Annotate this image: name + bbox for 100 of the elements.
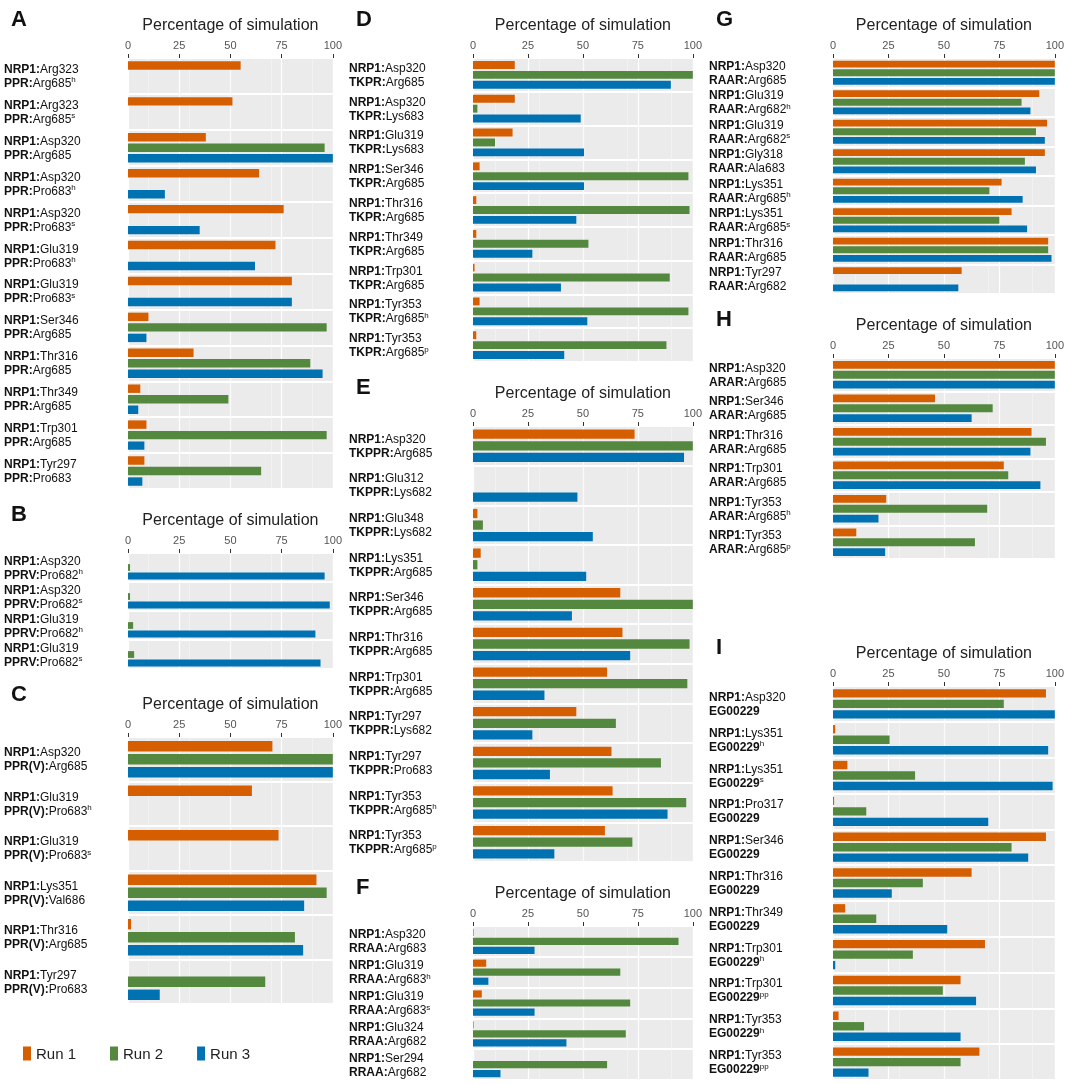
bar: [473, 128, 513, 137]
x-tick-label: 25: [521, 906, 535, 919]
bar: [128, 767, 333, 778]
bar: [128, 133, 206, 142]
bar: [128, 593, 131, 600]
chart-title: C: [11, 680, 27, 706]
chart-title: A: [11, 5, 27, 31]
bar: [473, 571, 587, 581]
x-axis-title: Percentage of simulation: [855, 315, 1032, 333]
bar: [833, 107, 1031, 115]
bar: [833, 735, 890, 744]
y-tick-label: NRP1:Glu312 TKPPR:Lys682: [349, 471, 433, 500]
x-tick-label: 0: [829, 666, 837, 679]
x-tick-label: 75: [631, 906, 644, 919]
bar: [473, 849, 555, 859]
bar: [128, 741, 273, 752]
x-tick-label: 25: [521, 38, 535, 51]
bar: [473, 80, 671, 89]
bar: [128, 143, 325, 152]
bar: [833, 119, 1048, 127]
bar: [833, 975, 961, 985]
y-tick-label: NRP1:Ser346 TKPR:Arg685: [349, 162, 425, 191]
bar: [833, 254, 1052, 262]
x-tick-label: 75: [631, 406, 644, 419]
y-tick-label: NRP1:Trp301 TKPR:Arg685: [349, 263, 425, 292]
y-tick-label: NRP1:Tyr297 TKPPR:Pro683: [349, 748, 433, 777]
bar: [833, 267, 962, 275]
bar: [128, 785, 252, 796]
y-tick-label: NRP1:Thr349 PPR:Arg685: [4, 385, 79, 414]
bar: [473, 215, 577, 224]
bar: [473, 825, 605, 836]
bar: [833, 149, 1045, 157]
bar: [473, 61, 515, 69]
bar: [833, 495, 887, 503]
bar: [128, 622, 134, 629]
bar: [473, 1060, 608, 1069]
y-tick-label: NRP1:Asp320 PPR(V):Arg685: [4, 745, 88, 774]
x-tick-label: 50: [937, 38, 951, 51]
bar: [833, 889, 892, 898]
x-tick-label: 0: [124, 38, 132, 51]
legend-label: Run 1: [36, 1045, 77, 1062]
bar: [833, 195, 1023, 203]
bar: [833, 471, 1009, 480]
bar: [473, 990, 482, 998]
bar: [473, 667, 608, 677]
y-tick-label: NRP1:Asp320 EG00229: [709, 689, 787, 718]
x-tick-label: 100: [323, 717, 342, 730]
x-tick-label: 50: [937, 666, 951, 679]
y-tick-label: NRP1:Pro317 EG00229: [709, 797, 785, 826]
bar: [128, 477, 143, 486]
bar: [833, 504, 988, 513]
y-tick-label: NRP1:Thr349 TKPR:Arg685: [349, 229, 425, 258]
bar: [128, 466, 262, 476]
y-tick-label: NRP1:Tyr297 RAAR:Arg682: [709, 265, 787, 294]
bar: [128, 564, 131, 571]
x-tick-label: 100: [1045, 338, 1064, 351]
chart-title: F: [356, 873, 370, 899]
bar: [833, 216, 1000, 224]
bar: [833, 689, 1046, 698]
bar: [473, 138, 495, 147]
bar: [833, 136, 1045, 144]
y-tick-label: NRP1:Tyr297 PPR(V):Pro683: [4, 967, 88, 996]
chart-title: H: [716, 305, 732, 331]
bar: [473, 307, 689, 316]
bar: [833, 370, 1055, 379]
bar: [833, 807, 867, 816]
bar: [128, 919, 132, 930]
bar: [833, 904, 846, 913]
bar: [128, 261, 255, 271]
bar: [473, 968, 621, 976]
bar: [128, 276, 292, 286]
bar: [128, 323, 327, 332]
bar: [473, 341, 667, 350]
x-tick-label: 25: [173, 38, 186, 51]
bar: [833, 1022, 865, 1031]
bar: [473, 283, 561, 292]
y-tick-label: NRP1:Glu348 TKPPR:Lys682: [349, 511, 433, 540]
bar: [128, 976, 266, 987]
bar: [128, 240, 276, 250]
x-axis-title: Percentage of simulation: [142, 694, 319, 712]
bar: [473, 492, 578, 502]
x-tick-label: 50: [224, 717, 237, 730]
x-axis-title: Percentage of simulation: [855, 15, 1032, 33]
legend-label: Run 2: [123, 1045, 164, 1062]
x-tick-label: 100: [1045, 666, 1064, 679]
bar: [128, 900, 305, 911]
bar: [473, 70, 693, 79]
x-tick-label: 100: [683, 906, 702, 919]
bar: [128, 456, 145, 465]
x-tick-label: 50: [224, 533, 237, 546]
bar: [833, 128, 1036, 136]
chart-title: B: [11, 500, 27, 526]
bar: [833, 710, 1055, 719]
bar: [833, 481, 1041, 489]
bar: [473, 317, 588, 326]
bar: [473, 769, 550, 780]
bar: [473, 690, 545, 700]
y-tick-label: NRP1:Tyr297 TKPPR:Lys682: [349, 709, 433, 738]
bar: [833, 178, 1002, 186]
bar: [833, 284, 959, 292]
